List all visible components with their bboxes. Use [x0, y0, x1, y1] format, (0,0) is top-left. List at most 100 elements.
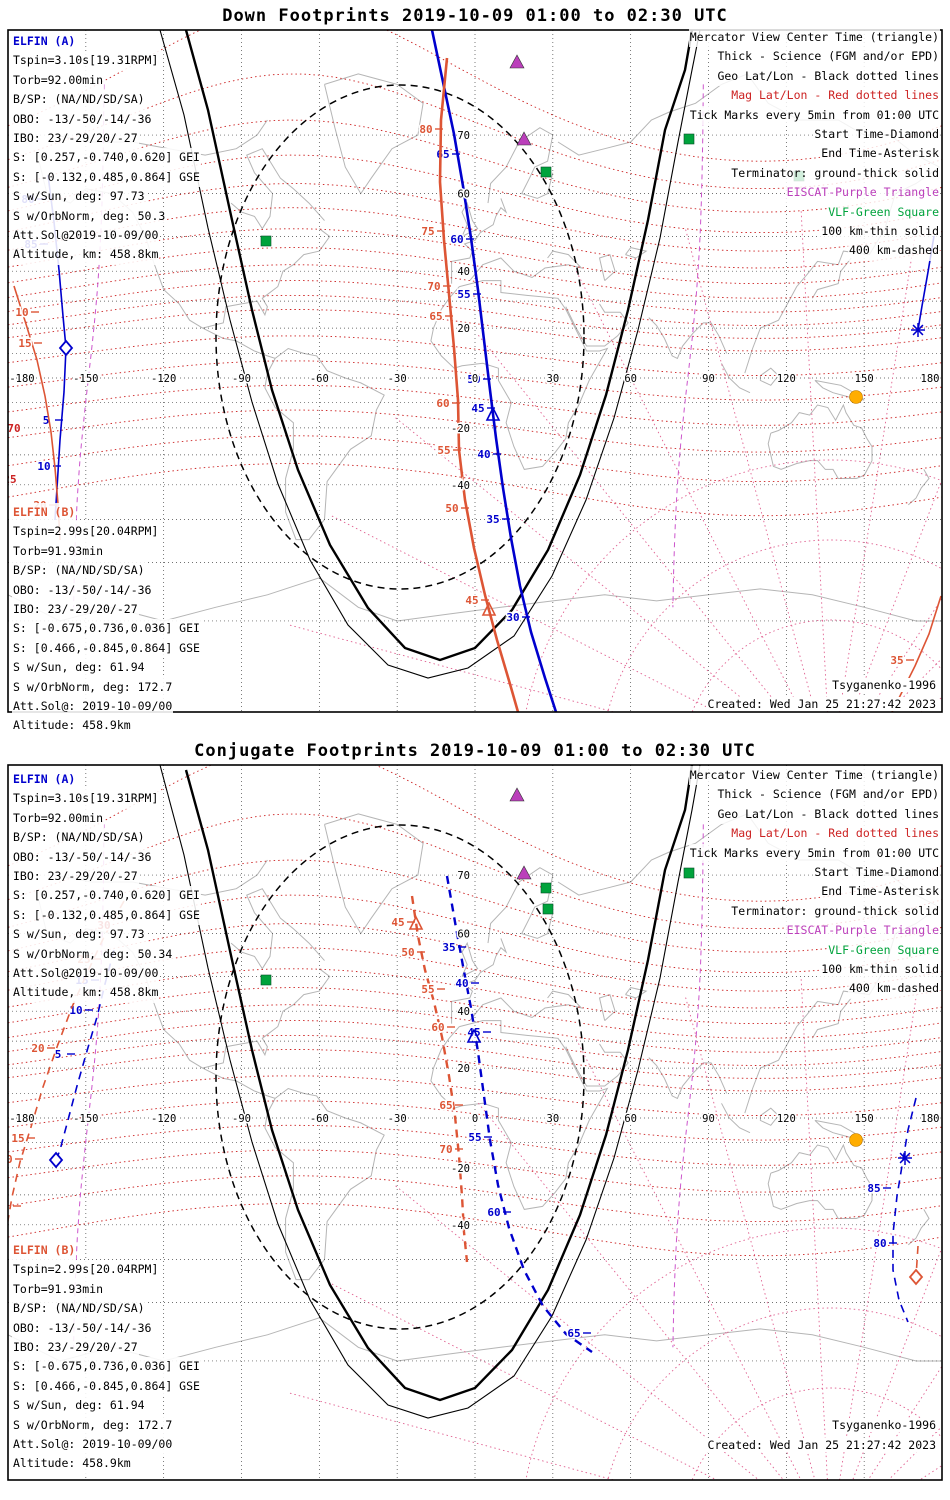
svg-text:-150: -150 — [73, 1113, 98, 1125]
legend-line: Mercator View Center Time (triangle) — [688, 766, 940, 786]
legend-down: Mercator View Center Time (triangle) Thic… — [688, 28, 940, 261]
legend-line: Thick - Science (FGM and/or EPD) — [716, 785, 940, 805]
elfin-b-info-down-line: IBO: 23/-29/20/-27 — [12, 600, 139, 620]
elfin-a-info-down-line: S: [0.257,-0.740,0.620] GEI — [12, 148, 201, 168]
legend-line: EISCAT-Purple Triangle — [785, 921, 940, 941]
elfin-a-info-conjugate-line: IBO: 23/-29/20/-27 — [12, 867, 139, 887]
svg-text:60: 60 — [457, 189, 470, 201]
svg-text:70: 70 — [439, 1143, 452, 1156]
svg-text:60: 60 — [450, 233, 463, 246]
elfin-a-info-conjugate-line: S w/OrbNorm, deg: 50.34 — [12, 944, 174, 965]
svg-text:90: 90 — [702, 373, 715, 385]
elfin-a-info-down-line: B/SP: (NA/ND/SD/SA) — [12, 90, 146, 110]
svg-text:5: 5 — [55, 1048, 62, 1061]
elfin-a-info-down-line: S w/Sun, deg: 97.73 — [12, 187, 146, 207]
created-credit-down: Created: Wed Jan 25 21:27:42 2023 — [705, 697, 938, 711]
legend-line: Geo Lat/Lon - Black dotted lines — [716, 66, 940, 87]
legend-line: VLF-Green Square — [827, 202, 940, 223]
svg-text:-150: -150 — [73, 373, 98, 385]
elfin-b-info-down-line: Altitude: 458.9km — [12, 716, 132, 736]
svg-text:10: 10 — [69, 1004, 82, 1017]
legend-conjugate: Mercator View Center Time (triangle) Thic… — [688, 766, 940, 999]
elfin-b-info-down-line: Tspin=2.99s[20.04RPM] — [12, 522, 160, 542]
legend-line: End Time-Asterisk — [820, 144, 940, 164]
elfin-a-info-conjugate-line: Torb=92.00min — [12, 808, 105, 829]
svg-text:0: 0 — [472, 373, 478, 385]
svg-text:80: 80 — [873, 1237, 886, 1250]
svg-text:-20: -20 — [451, 1163, 470, 1175]
svg-text:-30: -30 — [388, 1113, 407, 1125]
legend-line: End Time-Asterisk — [820, 882, 940, 902]
elfin-b-info-conjugate-line: S: [-0.675,0.736,0.036] GEI — [12, 1357, 201, 1377]
elfin-a-info-conjugate-line: S: [0.257,-0.740,0.620] GEI — [12, 886, 201, 906]
svg-text:70: 70 — [427, 280, 440, 293]
svg-text:30: 30 — [547, 373, 560, 385]
elfin-b-info-down-line: OBO: -13/-50/-14/-36 — [12, 580, 153, 601]
elfin-b-info-down-line: S w/Sun, deg: 61.94 — [12, 658, 146, 678]
svg-text:80: 80 — [419, 123, 432, 136]
svg-text:40: 40 — [457, 1006, 470, 1018]
svg-text:85: 85 — [867, 1182, 880, 1195]
elfin-b-info-down-line: Torb=91.93min — [12, 541, 105, 562]
svg-text:70: 70 — [457, 130, 470, 142]
svg-text:-90: -90 — [232, 1113, 251, 1125]
svg-text:55: 55 — [437, 444, 450, 457]
elfin-a-info-conjugate-line: S w/Sun, deg: 97.73 — [12, 925, 146, 945]
svg-text:35: 35 — [486, 513, 499, 526]
svg-text:55: 55 — [421, 983, 434, 996]
elfin-b-info-conjugate-line: B/SP: (NA/ND/SD/SA) — [12, 1299, 146, 1319]
svg-text:20: 20 — [457, 1063, 470, 1075]
panel-title-down: Down Footprints 2019-10-09 01:00 to 02:3… — [222, 6, 728, 26]
legend-line: Tick Marks every 5min from 01:00 UTC — [688, 105, 940, 126]
legend-line: 400 km-dashed — [847, 241, 940, 261]
elfin-b-info-conjugate-line: S: [0.466,-0.845,0.864] GSE — [12, 1376, 201, 1397]
elfin-a-info-conjugate-line: Att.Sol@2019-10-09/00 — [12, 964, 160, 984]
svg-text:-90: -90 — [232, 373, 251, 385]
elfin-a-info-down-line: Tspin=3.10s[19.31RPM] — [12, 51, 160, 71]
svg-text:40: 40 — [477, 448, 490, 461]
legend-line: Terminator: ground-thick solid — [730, 163, 940, 184]
svg-text:5: 5 — [43, 414, 50, 427]
svg-text:40: 40 — [455, 977, 468, 990]
svg-text:5: 5 — [1, 1200, 8, 1213]
svg-text:-180: -180 — [9, 1113, 34, 1125]
legend-line: Mag Lat/Lon - Red dotted lines — [730, 824, 940, 844]
svg-text:20: 20 — [31, 1042, 44, 1055]
svg-text:55: 55 — [468, 1131, 481, 1144]
elfin-a-info-down-line: Altitude, km: 458.8km — [12, 245, 160, 265]
elfin-b-info-conjugate-line: IBO: 23/-29/20/-27 — [12, 1338, 139, 1358]
created-credit-conjugate: Created: Wed Jan 25 21:27:42 2023 — [705, 1438, 938, 1452]
elfin-b-info-conjugate-line: Att.Sol@: 2019-10-09/00 — [12, 1435, 174, 1455]
svg-text:10: 10 — [0, 1153, 13, 1166]
legend-line: 100 km-thin solid — [820, 222, 940, 242]
panel-title-conjugate: Conjugate Footprints 2019-10-09 01:00 to… — [194, 741, 756, 761]
elfin-b-info-conjugate-line: OBO: -13/-50/-14/-36 — [12, 1318, 153, 1339]
legend-line: 400 km-dashed — [847, 979, 940, 999]
legend-line: EISCAT-Purple Triangle — [785, 183, 940, 203]
svg-text:10: 10 — [15, 306, 28, 319]
elfin-a-info-down-line: Att.Sol@2019-10-09/00 — [12, 226, 160, 246]
svg-text:50: 50 — [401, 946, 414, 959]
svg-text:40: 40 — [457, 266, 470, 278]
elfin-b-info-down-line: B/SP: (NA/ND/SD/SA) — [12, 561, 146, 581]
svg-text:180: 180 — [921, 373, 940, 385]
elfin-a-info-conjugate-title: ELFIN (A) — [12, 770, 77, 790]
elfin-a-info-conjugate-line: B/SP: (NA/ND/SD/SA) — [12, 828, 146, 848]
legend-line: 100 km-thin solid — [820, 960, 940, 980]
elfin-a-info-conjugate-line: Tspin=3.10s[19.31RPM] — [12, 789, 160, 809]
elfin-b-info-conjugate: ELFIN (B) Tspin=2.99s[20.04RPM] Torb=91.93… — [12, 1241, 201, 1474]
elfin-b-info-conjugate-line: Torb=91.93min — [12, 1279, 105, 1300]
svg-text:70: 70 — [457, 870, 470, 882]
elfin-a-info-down-line: Torb=92.00min — [12, 70, 105, 91]
elfin-b-info-down-line: S: [0.466,-0.845,0.864] GSE — [12, 638, 201, 659]
svg-text:45: 45 — [467, 1026, 480, 1039]
svg-text:-120: -120 — [151, 373, 176, 385]
elfin-a-info-conjugate-line: OBO: -13/-50/-14/-36 — [12, 847, 153, 868]
svg-text:55: 55 — [457, 288, 470, 301]
svg-text:65: 65 — [429, 310, 442, 323]
svg-text:60: 60 — [436, 397, 449, 410]
elfin-a-info-conjugate-line: S: [-0.132,0.485,0.864] GSE — [12, 905, 201, 926]
legend-line: Thick - Science (FGM and/or EPD) — [716, 47, 940, 67]
legend-line: Tick Marks every 5min from 01:00 UTC — [688, 843, 940, 864]
svg-text:20: 20 — [457, 323, 470, 335]
